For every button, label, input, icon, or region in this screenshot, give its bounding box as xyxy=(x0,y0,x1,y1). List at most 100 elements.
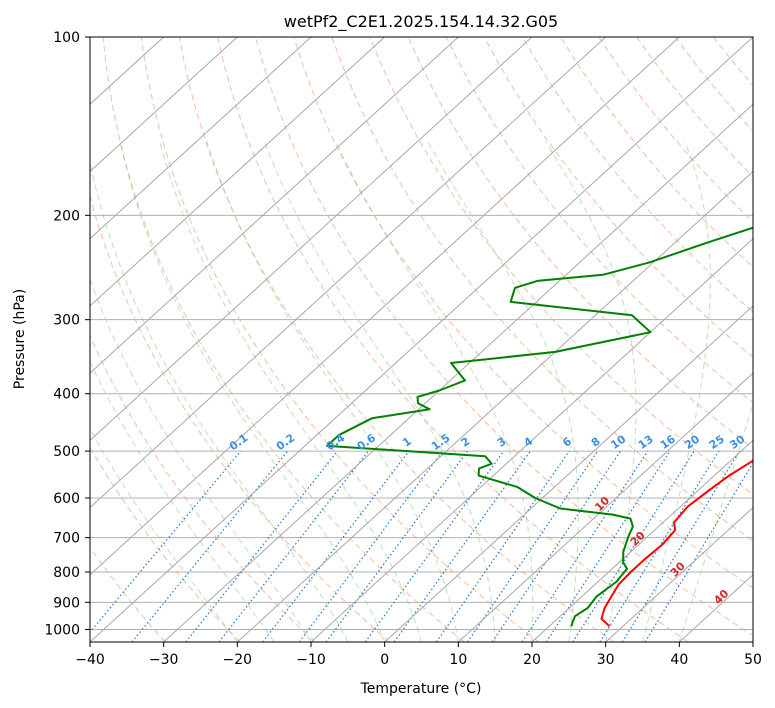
moist-adiabat xyxy=(119,141,386,642)
dry-adiabat xyxy=(255,37,753,637)
x-tick-label: −20 xyxy=(223,652,253,668)
isotherm-line xyxy=(90,37,680,576)
mixing-ratio-line xyxy=(521,450,649,642)
moist-adiabat xyxy=(545,141,637,642)
mixing-ratio-line xyxy=(262,450,410,642)
mixing-ratio-label: 0.4 xyxy=(324,431,348,453)
x-tick-label: −10 xyxy=(296,652,326,668)
moist-adiabat xyxy=(678,401,753,642)
mixing-ratio-label: 1.5 xyxy=(429,431,452,453)
mixing-ratio-label: 13 xyxy=(636,433,656,452)
moist-adiabat xyxy=(263,141,496,642)
skewed-isotherms xyxy=(90,37,753,642)
mixing-ratio-line xyxy=(185,450,339,642)
dry-adiabat xyxy=(674,37,753,133)
x-tick-label: 0 xyxy=(380,652,389,668)
y-tick-label: 400 xyxy=(53,387,80,403)
y-tick-label: 600 xyxy=(53,491,80,507)
isotherm-line xyxy=(90,37,533,442)
mixing-ratio-lines xyxy=(90,450,753,642)
moist-adiabat xyxy=(335,141,534,642)
x-tick-label: −30 xyxy=(149,652,179,668)
dry-adiabat xyxy=(483,37,753,358)
dry-adiabat xyxy=(140,37,540,642)
mixing-ratio-line xyxy=(435,450,570,642)
dry-adiabat xyxy=(445,37,753,404)
isotherm-line xyxy=(90,37,607,509)
moist-adiabat xyxy=(206,141,459,642)
mixing-ratio-line xyxy=(131,450,289,642)
mixing-ratio-line xyxy=(467,450,599,642)
y-tick-label: 1000 xyxy=(44,622,80,638)
moist-adiabat xyxy=(642,141,711,642)
dry-adiabat xyxy=(750,37,753,40)
moist-adiabats xyxy=(90,141,753,642)
isotherm-line xyxy=(90,37,386,307)
isotherm-line xyxy=(457,372,753,642)
mixing-ratio-line xyxy=(644,461,753,642)
mixing-ratio-label: 16 xyxy=(658,432,678,452)
mixing-ratio-label: 0.1 xyxy=(227,431,250,453)
isotherm-line xyxy=(310,237,753,642)
y-axis-ticks: 1000 900 800 700 600 500 400 300 200 100 xyxy=(44,30,90,638)
isotherm-line xyxy=(90,37,238,173)
mixing-ratio-label: 1 xyxy=(400,435,414,450)
dry-adiabat xyxy=(102,37,465,642)
isotherm-line xyxy=(90,37,459,374)
y-tick-label: 800 xyxy=(53,565,80,581)
dry-adiabat xyxy=(407,37,753,449)
x-tick-label: 20 xyxy=(523,652,541,668)
dry-adiabat-label: 40 xyxy=(711,587,731,607)
y-tick-label: 900 xyxy=(53,595,80,611)
dry-adiabat xyxy=(560,37,753,268)
mixing-ratio-line xyxy=(393,450,531,642)
y-axis-label: Pressure (hPa) xyxy=(12,289,28,389)
dry-adiabat xyxy=(90,194,390,642)
dry-adiabat xyxy=(636,37,753,178)
dry-adiabat xyxy=(178,37,614,642)
temperature-profile-line xyxy=(600,458,753,628)
x-axis-label: Temperature (°C) xyxy=(360,681,482,697)
mixing-ratio-label: 0.2 xyxy=(274,431,297,453)
isotherm-line xyxy=(605,506,753,642)
dry-adiabat-label: 10 xyxy=(592,494,612,514)
mixing-ratio-line xyxy=(621,450,740,642)
moist-adiabat xyxy=(90,427,238,642)
dry-adiabat xyxy=(712,37,753,87)
mixing-ratio-line xyxy=(491,450,621,642)
mixing-ratio-line xyxy=(325,450,469,642)
dry-adiabat xyxy=(217,37,689,642)
isotherm-line xyxy=(752,641,753,642)
y-tick-label: 500 xyxy=(53,444,80,460)
isotherm-line xyxy=(384,305,753,642)
x-tick-label: 30 xyxy=(597,652,615,668)
dewpoint-profile-line xyxy=(326,226,753,627)
y-tick-label: 700 xyxy=(53,531,80,547)
dry-adiabats xyxy=(90,37,753,642)
dry-adiabat xyxy=(90,446,241,642)
isotherm-line xyxy=(90,37,753,642)
isotherm-line xyxy=(531,439,753,642)
mixing-ratio-line xyxy=(218,450,369,642)
isotherm-line xyxy=(90,37,312,240)
moist-adiabat xyxy=(90,160,349,642)
dry-adiabat xyxy=(331,37,753,542)
y-tick-label: 100 xyxy=(53,30,80,46)
dry-adiabat xyxy=(293,37,753,589)
dry-adiabat xyxy=(369,37,753,495)
y-tick-label: 300 xyxy=(53,313,80,329)
x-axis-ticks: −40 −30 −20 −10 0 10 20 30 40 50 xyxy=(75,642,762,668)
mixing-ratio-label: 30 xyxy=(727,432,747,452)
dry-adiabat xyxy=(90,546,166,642)
dry-adiabat xyxy=(522,37,753,313)
moist-adiabat xyxy=(159,141,422,642)
mixing-ratio-label: 2 xyxy=(459,435,473,450)
mixing-ratio-line xyxy=(298,450,444,642)
mixing-ratio-line xyxy=(572,450,695,642)
mixing-ratio-line xyxy=(364,450,505,642)
moist-adiabat xyxy=(90,278,312,642)
sounding-profiles xyxy=(326,226,753,628)
x-tick-label: 10 xyxy=(449,652,467,668)
mixing-ratio-line xyxy=(90,450,242,634)
